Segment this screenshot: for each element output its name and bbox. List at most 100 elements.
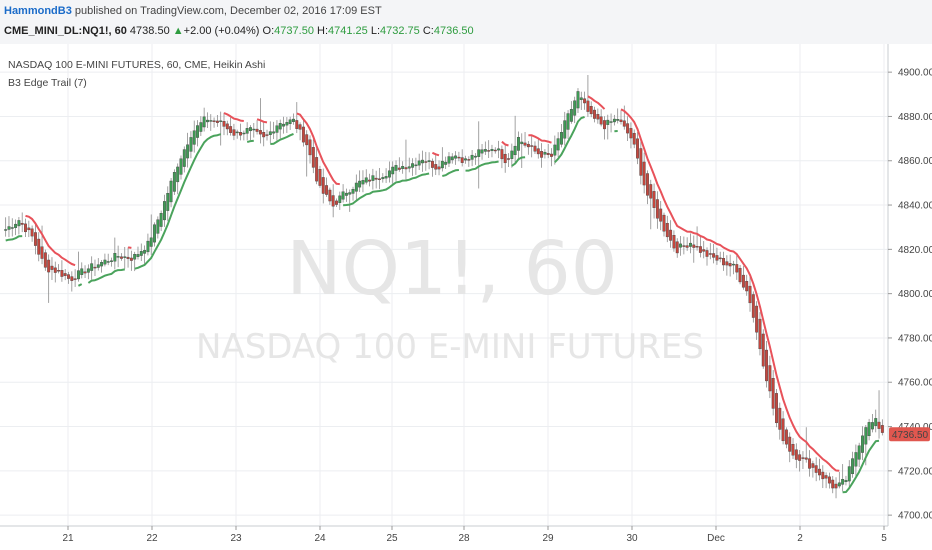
candle-body [43, 252, 47, 268]
candle-body [252, 128, 256, 131]
candle-body [880, 425, 884, 433]
last-price-tag-bg [889, 427, 930, 442]
candle-body [450, 156, 454, 161]
candle-body [119, 256, 123, 259]
candle-body [76, 270, 80, 280]
candle-body [401, 166, 405, 169]
candle-body [83, 271, 87, 274]
candle-body [702, 249, 706, 252]
candle-body [93, 266, 97, 269]
trail-support-line [343, 172, 430, 207]
candle-body [315, 157, 319, 182]
candle-body [870, 422, 874, 430]
candle-body [209, 120, 213, 122]
price-tick-label: 4820.00 [898, 245, 932, 256]
candle-body [526, 143, 530, 148]
trail-resistance-line [431, 151, 440, 157]
trail-support-line [842, 439, 880, 494]
time-axis[interactable]: 21 22 23 24 25 28 29 30 Dec 2 5 [62, 526, 887, 544]
trail-support-line [246, 139, 254, 144]
candle-body [778, 407, 782, 430]
candle-body [569, 109, 573, 122]
candle-body [215, 120, 219, 123]
candle-body [692, 244, 696, 248]
symbol-name[interactable]: CME_MINI_DL:NQ1!, 60 [4, 25, 127, 37]
publish-header: HammondB3 published on TradingView.com, … [0, 0, 932, 45]
price-chart[interactable]: NQ1!, 60 NASDAQ 100 E-MINI FUTURES NASDA… [0, 44, 932, 550]
trail-support-line [134, 133, 221, 270]
time-tick-label: 28 [458, 533, 470, 544]
candle-body [755, 305, 759, 333]
price-tick-label: 4760.00 [898, 378, 932, 389]
candle-body [311, 147, 315, 168]
candle-body [63, 273, 67, 276]
time-tick-label: 23 [230, 533, 242, 544]
candle-body [735, 264, 739, 273]
candle-body [361, 180, 365, 185]
candle-body [874, 418, 878, 426]
candle-body [583, 98, 587, 104]
candle-body [335, 200, 338, 205]
candle-body [136, 254, 140, 257]
candle-body [73, 278, 77, 280]
trail-support-line [5, 235, 23, 242]
candle-body [500, 149, 504, 160]
candle-body [67, 274, 70, 279]
candle-body [520, 141, 524, 145]
candle-body [20, 222, 24, 225]
candle-body [90, 263, 94, 271]
candle-body [278, 123, 282, 130]
indicator-label[interactable]: B3 Edge Trail (7) [8, 77, 87, 89]
trail-resistance-line [501, 140, 509, 147]
candle-body [397, 167, 401, 170]
grid-lines [0, 44, 888, 526]
candle-body [199, 122, 203, 132]
close-label: C: [422, 25, 434, 37]
time-tick-label: 24 [314, 533, 326, 544]
candle-body [338, 195, 342, 203]
candle-body [103, 259, 107, 265]
candle-body [57, 270, 61, 272]
candle-body [305, 134, 309, 146]
candle-body [718, 257, 722, 260]
candle-body [295, 120, 299, 129]
candle-body [722, 258, 726, 266]
candle-body [384, 176, 388, 179]
candle-body [669, 229, 673, 241]
candle-body [86, 268, 90, 273]
candle-body [47, 259, 51, 273]
candle-body [110, 260, 113, 262]
candle-body [179, 158, 183, 175]
candle-body [414, 164, 418, 167]
candle-body [454, 155, 458, 159]
candle-body [477, 149, 481, 157]
trail-resistance-line [587, 95, 606, 110]
chart-background [0, 44, 932, 550]
time-tick-label: 5 [881, 533, 887, 544]
candle-body [186, 144, 190, 159]
candle-body [732, 263, 735, 266]
candle-body [602, 120, 606, 130]
candle-body [788, 436, 792, 452]
candle-body [460, 157, 464, 163]
candle-body [847, 466, 851, 482]
candle-body [374, 177, 378, 180]
author-link[interactable]: HammondB3 [4, 5, 72, 17]
candle-body [649, 184, 653, 199]
candle-body [533, 145, 537, 152]
candle-body [404, 167, 408, 170]
candle-body [229, 126, 233, 133]
candle-body [394, 165, 398, 171]
candle-body [758, 318, 762, 350]
candle-body [50, 265, 54, 270]
trail-support-line [270, 132, 294, 145]
candle-body [192, 130, 196, 145]
candle-body [589, 106, 593, 115]
candle-body [659, 208, 663, 222]
candle-body [579, 97, 583, 100]
candle-body [540, 151, 544, 158]
trail-support-line [554, 115, 585, 163]
candles [4, 74, 884, 499]
candle-body [851, 458, 855, 475]
candle-body [232, 129, 236, 136]
